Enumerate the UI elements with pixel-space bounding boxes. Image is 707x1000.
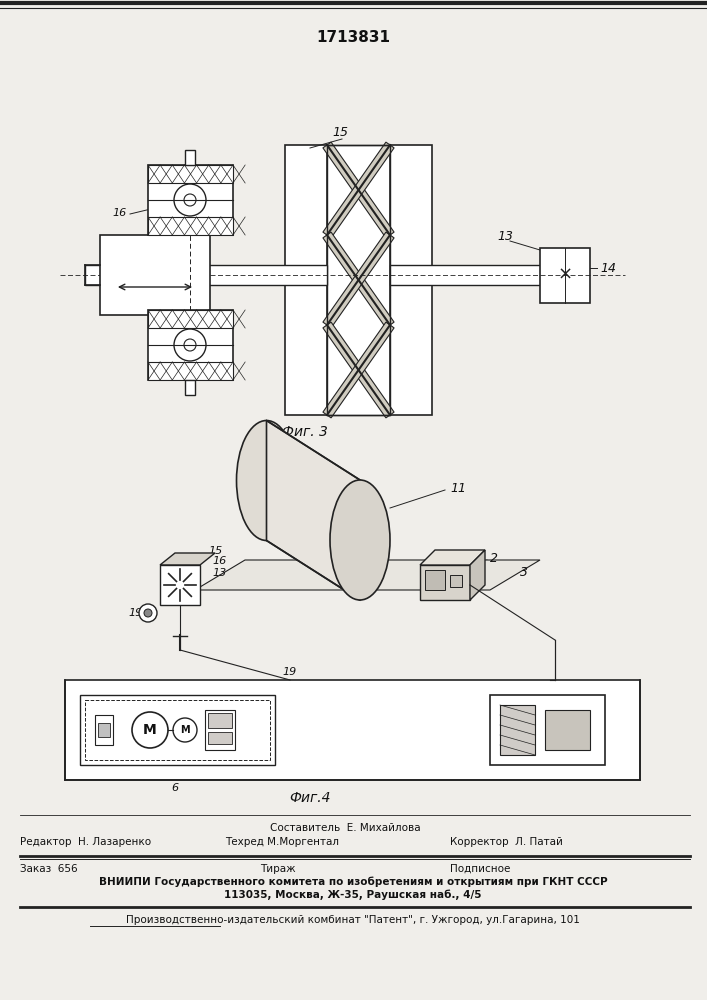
Bar [208, 713, 232, 728]
Text: 19: 19 [283, 667, 297, 677]
Polygon shape [470, 550, 485, 600]
Text: M: M [143, 723, 157, 737]
Circle shape [144, 609, 152, 617]
Bar [100, 235, 210, 315]
Bar [540, 248, 590, 303]
Text: 15: 15 [208, 546, 222, 556]
Text: 16: 16 [212, 556, 226, 566]
Bar [500, 705, 535, 755]
Text: 13: 13 [497, 231, 513, 243]
Text: 3: 3 [520, 566, 528, 578]
Text: Подписное: Подписное [450, 864, 510, 874]
Text: Тираж: Тираж [260, 864, 296, 874]
Polygon shape [420, 565, 470, 600]
Bar [185, 380, 195, 395]
Bar [450, 575, 462, 587]
Bar [327, 145, 390, 415]
Text: ВНИИПИ Государственного комитета по изобретениям и открытиям при ГКНТ СССР: ВНИИПИ Государственного комитета по изоб… [99, 877, 607, 887]
Ellipse shape [237, 420, 296, 540]
Circle shape [174, 184, 206, 216]
Bar [545, 710, 590, 750]
Bar [148, 217, 233, 235]
Ellipse shape [330, 480, 390, 600]
Bar [205, 710, 235, 750]
Text: Редактор  Н. Лазаренко: Редактор Н. Лазаренко [20, 837, 151, 847]
Bar [148, 362, 233, 380]
Polygon shape [323, 232, 394, 328]
Bar [390, 145, 432, 415]
Text: Техред М.Моргентал: Техред М.Моргентал [225, 837, 339, 847]
Bar [80, 695, 275, 765]
Circle shape [184, 339, 196, 351]
Text: Составитель  Е. Михайлова: Составитель Е. Михайлова [270, 823, 421, 833]
Bar [208, 732, 232, 744]
Polygon shape [160, 553, 215, 565]
Text: 13: 13 [212, 568, 226, 578]
Bar [148, 310, 233, 380]
Text: 2: 2 [490, 552, 498, 564]
Bar [65, 680, 640, 780]
Text: Корректор  Л. Патай: Корректор Л. Патай [450, 837, 563, 847]
Text: 113035, Москва, Ж-35, Раушская наб., 4/5: 113035, Москва, Ж-35, Раушская наб., 4/5 [224, 890, 481, 900]
Polygon shape [267, 420, 360, 600]
Text: Фиг. 3: Фиг. 3 [282, 425, 328, 439]
Bar [160, 565, 200, 605]
Polygon shape [323, 142, 394, 238]
Bar [425, 570, 445, 590]
Bar [327, 145, 390, 415]
Text: 15: 15 [332, 126, 348, 139]
Circle shape [184, 194, 196, 206]
Polygon shape [195, 560, 540, 590]
Bar [98, 723, 110, 737]
Text: Заказ  656: Заказ 656 [20, 864, 78, 874]
Text: 20: 20 [213, 770, 227, 780]
Bar [85, 700, 270, 760]
Bar [85, 265, 327, 285]
Text: 1713831: 1713831 [316, 30, 390, 45]
Text: 6: 6 [171, 783, 179, 793]
Bar [95, 715, 113, 745]
Polygon shape [323, 232, 394, 328]
Polygon shape [323, 142, 394, 238]
Circle shape [174, 329, 206, 361]
Text: 21: 21 [613, 705, 627, 715]
Bar [390, 265, 580, 285]
Bar [490, 695, 605, 765]
Circle shape [132, 712, 168, 748]
Text: M: M [180, 725, 189, 735]
Text: ×: × [557, 266, 573, 284]
Text: 14: 14 [600, 261, 616, 274]
Bar [148, 310, 233, 328]
Text: 11: 11 [450, 482, 466, 494]
Circle shape [173, 718, 197, 742]
Text: 16: 16 [113, 208, 127, 218]
Polygon shape [323, 322, 394, 418]
Bar [148, 165, 233, 235]
Bar [285, 145, 327, 415]
Polygon shape [323, 322, 394, 418]
Circle shape [139, 604, 157, 622]
Bar [148, 165, 233, 183]
Text: Фиг.4: Фиг.4 [289, 791, 331, 805]
Polygon shape [420, 550, 485, 565]
Bar [185, 150, 195, 165]
Text: 19: 19 [128, 608, 142, 618]
Text: Производственно-издательский комбинат "Патент", г. Ужгород, ул.Гагарина, 101: Производственно-издательский комбинат "П… [126, 915, 580, 925]
